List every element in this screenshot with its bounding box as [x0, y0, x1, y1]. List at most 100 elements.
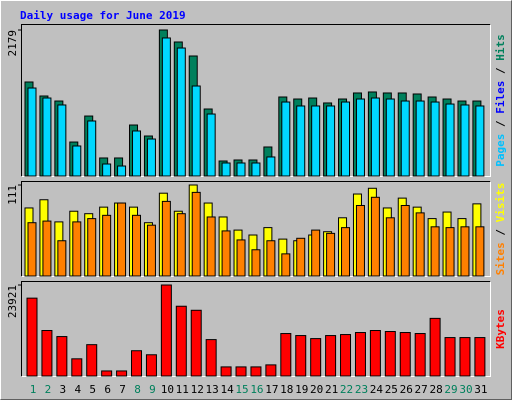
bar — [236, 162, 246, 177]
bar — [86, 344, 98, 377]
bar — [354, 332, 366, 377]
bar — [191, 191, 201, 277]
bar — [311, 105, 321, 177]
bar — [326, 105, 336, 177]
bar — [430, 226, 440, 277]
x-tick-label: 25 — [385, 383, 398, 396]
bar — [445, 227, 455, 277]
bar — [384, 331, 396, 377]
legend-entry: / — [494, 222, 507, 242]
bar — [132, 130, 142, 177]
bar — [72, 221, 82, 277]
bar — [220, 366, 232, 377]
bar — [370, 97, 380, 177]
bar — [57, 104, 67, 177]
x-tick-label: 31 — [474, 383, 487, 396]
bar — [175, 305, 187, 377]
x-tick-label: 15 — [235, 383, 248, 396]
bar — [385, 98, 395, 177]
x-tick-label: 4 — [74, 383, 81, 396]
x-tick-label: 23 — [355, 383, 368, 396]
bar — [42, 220, 52, 277]
bar — [146, 138, 156, 177]
bar — [251, 249, 261, 277]
bar — [341, 227, 351, 277]
panel — [21, 24, 491, 177]
bar — [355, 204, 365, 277]
bar — [116, 370, 128, 377]
bar — [444, 337, 456, 377]
bar — [87, 218, 97, 277]
bar — [445, 103, 455, 177]
x-tick-label: 19 — [295, 383, 308, 396]
bar — [132, 214, 142, 277]
x-tick-label: 11 — [176, 383, 189, 396]
bar — [190, 309, 202, 377]
bar — [42, 97, 52, 177]
x-tick-label: 3 — [60, 383, 67, 396]
y-tick-label: 111 — [6, 185, 19, 205]
chart-title: Daily usage for June 2019 — [20, 9, 186, 22]
bar — [311, 229, 321, 277]
bar — [176, 47, 186, 177]
bar — [117, 202, 127, 277]
bar — [415, 100, 425, 177]
bar — [400, 100, 410, 177]
bar — [191, 85, 201, 177]
bar — [27, 87, 37, 177]
bar — [250, 366, 262, 377]
bar — [71, 358, 83, 377]
bar — [161, 37, 171, 177]
x-tick-label: 18 — [280, 383, 293, 396]
bar — [131, 350, 143, 377]
bar — [145, 354, 157, 377]
bar — [295, 335, 307, 377]
bar — [251, 162, 261, 177]
legend-entry: Hits — [494, 34, 507, 61]
bar — [281, 253, 291, 277]
bar — [87, 120, 97, 177]
bar — [72, 145, 82, 177]
x-tick-label: 16 — [250, 383, 263, 396]
y-tick-label: 23921 — [6, 285, 19, 318]
bar — [56, 336, 68, 377]
x-tick-label: 14 — [220, 383, 234, 396]
bar — [265, 364, 277, 377]
x-tick-label: 21 — [325, 383, 338, 396]
x-tick-label: 9 — [149, 383, 156, 396]
bar — [415, 212, 425, 277]
bar — [117, 165, 127, 177]
bar — [102, 163, 112, 177]
legend-entry: Files — [494, 81, 507, 114]
bar — [26, 297, 38, 377]
x-tick-label: 28 — [429, 383, 442, 396]
bar — [236, 239, 246, 277]
bar — [430, 101, 440, 177]
legend-entry: Pages — [494, 134, 507, 167]
bar — [27, 222, 37, 277]
legend-entry: / — [494, 61, 507, 81]
x-tick-label: 29 — [444, 383, 457, 396]
bar — [221, 230, 231, 277]
x-tick-label: 24 — [370, 383, 384, 396]
x-tick-label: 20 — [310, 383, 323, 396]
bar — [205, 339, 217, 377]
x-tick-label: 5 — [89, 383, 96, 396]
x-tick-label: 6 — [104, 383, 111, 396]
bar — [429, 317, 441, 377]
bar — [235, 366, 247, 377]
panel — [21, 281, 491, 377]
panel-border-dark — [21, 181, 491, 277]
bar — [281, 101, 291, 177]
bar — [475, 105, 485, 177]
bar — [460, 226, 470, 277]
y-tick-label: 2179 — [6, 30, 19, 57]
bar — [266, 240, 276, 277]
bar — [459, 337, 471, 377]
bar — [102, 214, 112, 277]
panel-border-dark — [21, 281, 491, 377]
bar — [146, 224, 156, 277]
bar — [341, 101, 351, 177]
